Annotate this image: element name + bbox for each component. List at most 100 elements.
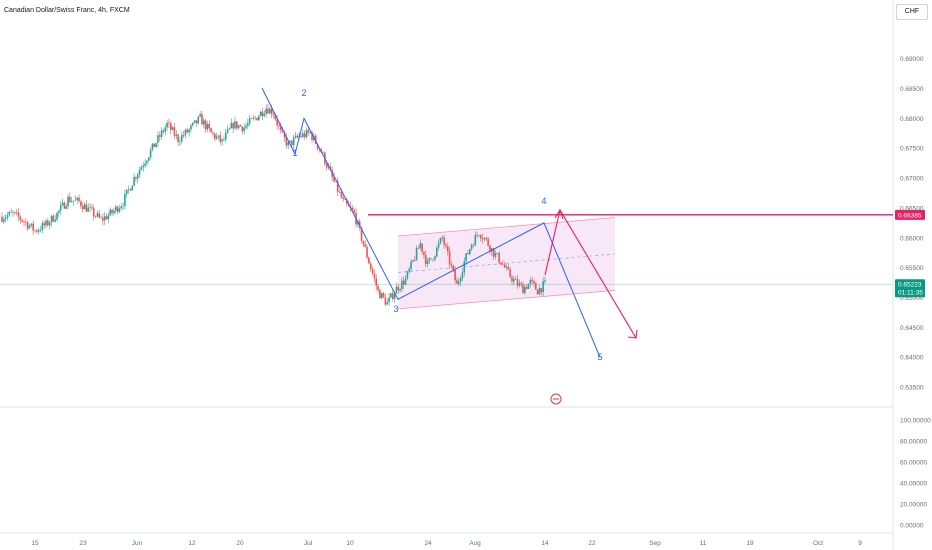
candle-body <box>421 243 423 252</box>
candle-body <box>500 262 502 265</box>
candle-body <box>136 174 139 179</box>
candle-body <box>30 223 33 226</box>
candle-body <box>463 261 466 273</box>
candle-body <box>342 197 345 199</box>
candle-body <box>179 141 181 143</box>
arrowhead-down <box>627 329 638 339</box>
candle-body <box>516 279 519 286</box>
candle-body <box>303 133 306 138</box>
candle-body <box>322 152 324 153</box>
candle-body <box>265 108 267 114</box>
candle-body <box>281 130 284 132</box>
candle-body <box>325 163 328 168</box>
candle-body <box>401 280 403 289</box>
candle-body <box>210 128 212 133</box>
candle-body <box>47 220 49 226</box>
candle-body <box>476 234 478 236</box>
wave-label-3: 3 <box>393 304 398 314</box>
candle-body <box>256 117 258 121</box>
candle-body <box>492 248 495 257</box>
candle-body <box>454 269 456 281</box>
candle-body <box>327 166 330 168</box>
candle-body <box>23 221 25 223</box>
candle-body <box>496 253 499 254</box>
candle-body <box>340 191 343 198</box>
candle-body <box>191 122 194 126</box>
candle-body <box>127 189 130 190</box>
candle-body <box>76 197 79 200</box>
candle-body <box>234 121 236 129</box>
candle-body <box>133 177 135 186</box>
candle-body <box>63 202 66 209</box>
candle-body <box>311 132 313 140</box>
candle-body <box>226 129 229 133</box>
candle-body <box>36 230 38 232</box>
candle-body <box>520 283 522 285</box>
candle-body <box>437 243 440 248</box>
candle-body <box>25 221 27 223</box>
candle-body <box>445 244 447 247</box>
candle-body <box>441 237 444 239</box>
candle-body <box>67 196 69 207</box>
candle-body <box>10 211 12 213</box>
candle-body <box>173 127 176 136</box>
time-tick-label: 11 <box>700 540 707 547</box>
candle-body <box>155 143 157 148</box>
candle-body <box>362 240 365 245</box>
candle-body <box>80 201 82 207</box>
candle-body <box>190 125 192 130</box>
candle-body <box>498 253 500 263</box>
candle-body <box>300 135 302 137</box>
candle-body <box>369 263 372 269</box>
candle-body <box>397 286 400 291</box>
candle-body <box>291 140 293 146</box>
candle-body <box>26 222 29 229</box>
candle-body <box>540 288 543 293</box>
candle-body <box>358 221 361 228</box>
candle-body <box>6 215 9 218</box>
candle-body <box>513 278 515 282</box>
time-tick-label: 19 <box>746 540 754 547</box>
candle-body <box>335 181 337 182</box>
candle-body <box>443 237 445 245</box>
candle-body <box>379 290 381 299</box>
candle-body <box>228 128 231 130</box>
candle-body <box>258 116 260 121</box>
candle-body <box>91 207 93 209</box>
candle-body <box>87 207 90 212</box>
candle-body <box>59 205 62 211</box>
candle-body <box>180 134 183 142</box>
candle-body <box>37 230 40 232</box>
candle-body <box>206 123 209 130</box>
channel-upper-line <box>397 217 616 237</box>
candle-body <box>302 133 304 137</box>
channel-lower-line <box>397 290 616 310</box>
time-tick-label: Sep <box>649 540 661 547</box>
time-tick-label: 14 <box>541 540 549 547</box>
candle-body <box>50 215 53 223</box>
candle-body <box>114 206 117 211</box>
candle-body <box>125 189 128 195</box>
candle-body <box>17 212 20 217</box>
candle-body <box>408 268 411 272</box>
candle-body <box>54 219 56 222</box>
candle-body <box>89 207 91 208</box>
wave-label-2: 2 <box>301 88 306 98</box>
candle-body <box>175 134 178 136</box>
candle-body <box>457 281 460 284</box>
candle-body <box>237 125 240 129</box>
candle-body <box>85 204 88 212</box>
price-tick-label: 0.63500 <box>900 385 924 392</box>
countdown-text: 01:11:35 <box>898 290 923 297</box>
elliott-wave-line <box>261 87 601 358</box>
candle-body <box>213 133 216 139</box>
candle-body <box>188 129 190 133</box>
currency-button[interactable]: CHF <box>896 4 928 20</box>
candle-body <box>404 278 407 285</box>
chart-title: Canadian Dollar/Swiss Franc, 4h, FXCM <box>4 7 130 14</box>
candle-body <box>56 212 58 220</box>
candle-body <box>182 134 185 136</box>
candle-body <box>103 216 106 221</box>
candle-body <box>116 206 119 212</box>
